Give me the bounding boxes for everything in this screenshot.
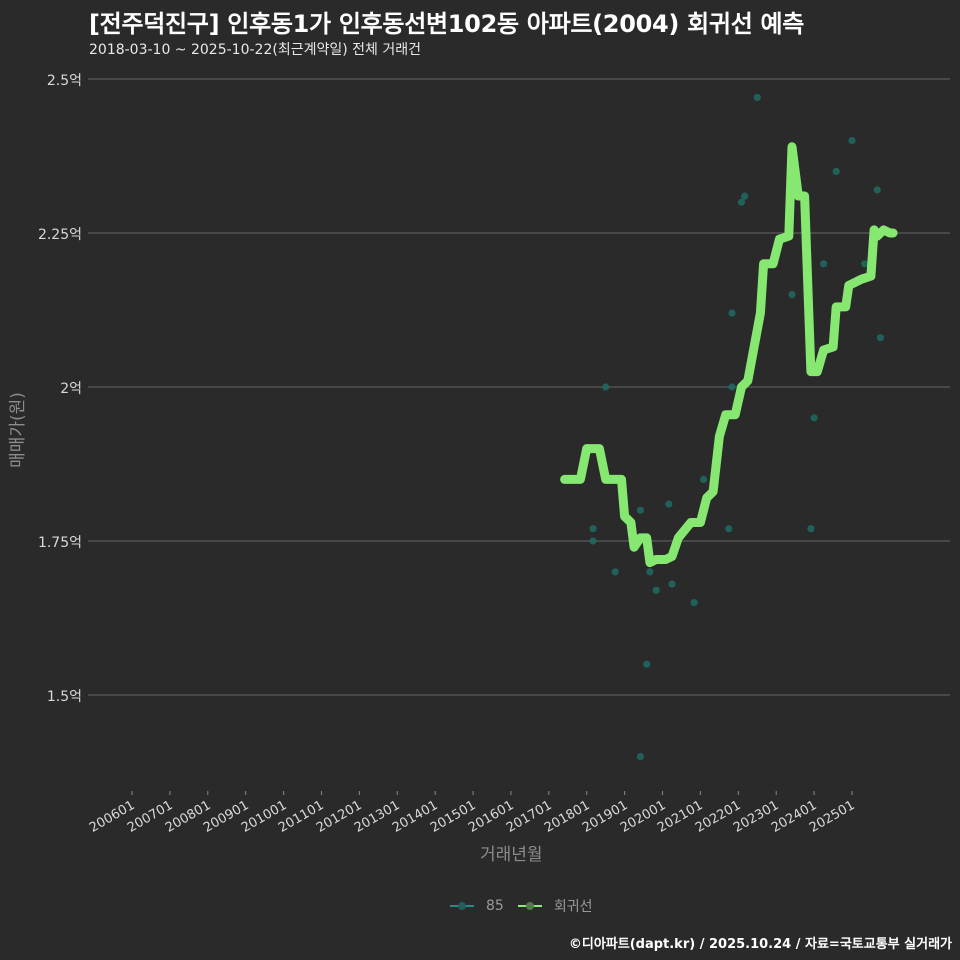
data-point [848,137,856,145]
data-point [737,198,746,206]
data-point [832,167,840,175]
data-point [589,537,597,545]
data-point [589,525,597,533]
legend-item-regression[interactable]: 회귀선 [517,896,593,916]
data-point [873,186,881,194]
legend-item-85[interactable]: 85 [450,898,504,914]
source-caption: ©디아파트(dapt.kr) / 2025.10.24 / 자료=국토교통부 실… [568,937,952,952]
data-point [636,506,645,514]
legend: 85 회귀선 [450,896,606,916]
gridlines [88,78,950,696]
data-point [646,568,654,576]
data-point [636,753,645,761]
data-point [652,586,660,594]
scatter-points-85 [589,93,885,761]
legend-label-85: 85 [486,898,504,914]
data-point [807,525,815,533]
chart-title: [전주덕진구] 인후동1가 인후동선변102동 아파트(2004) 회귀선 예측 [89,10,805,38]
y-tick-label: 2.5억 [46,73,82,89]
legend-key-85-icon [450,900,474,912]
data-point [876,334,885,342]
data-point [861,260,869,268]
data-point [668,580,676,588]
y-tick-label: 1.5억 [46,689,82,705]
data-point [611,568,619,576]
data-point [788,291,796,299]
y-axis-label: 매매가(원) [8,392,28,468]
data-point [728,309,736,317]
data-point [819,260,828,268]
legend-key-regression-icon [517,900,542,912]
x-tick-marks [131,791,853,795]
y-tick-label: 2억 [60,381,82,397]
regression-line [560,142,898,568]
regression-polyline [560,142,898,568]
legend-label-regression: 회귀선 [553,899,593,915]
data-point [643,660,651,668]
data-point [690,599,698,607]
x-axis-label: 거래년월 [480,845,543,865]
data-point [665,500,673,508]
data-point [753,93,761,102]
data-point [728,383,736,391]
y-tick-label: 2.25억 [37,227,82,243]
y-tick-label: 1.75억 [37,535,82,551]
chart-subtitle: 2018-03-10 ~ 2025-10-22(최근계약일) 전체 거래건 [89,42,421,58]
data-point [741,192,749,200]
data-point [725,525,733,533]
data-point [699,475,708,483]
data-point [810,414,818,422]
data-point [602,383,610,391]
